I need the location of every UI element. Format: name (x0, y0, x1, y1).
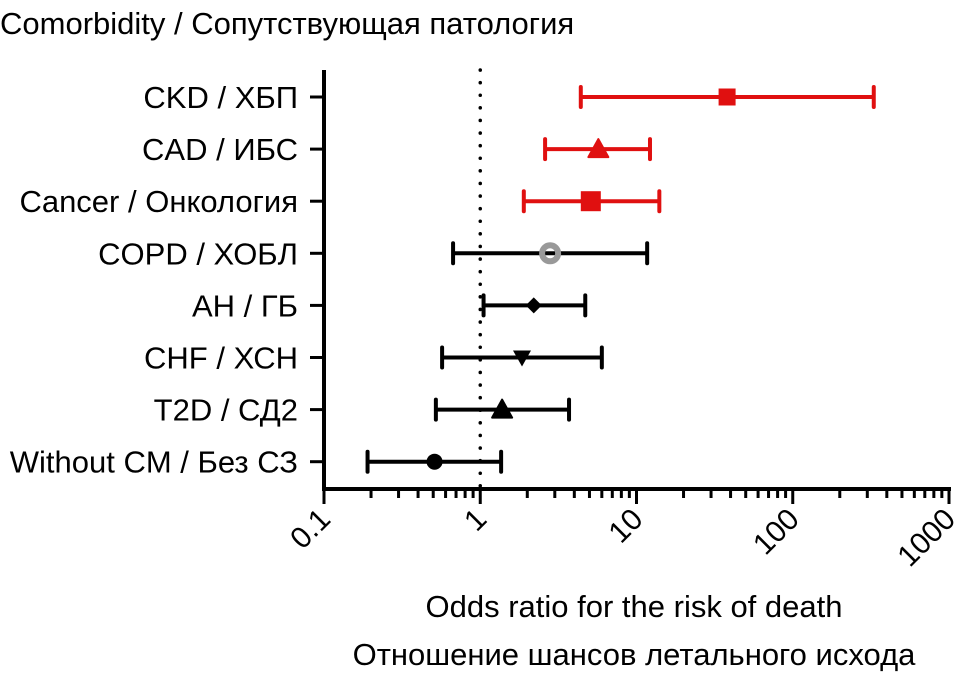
forest-row (451, 241, 650, 266)
square-marker (718, 88, 736, 106)
circle-marker (426, 453, 443, 470)
x-tick-label: 1000 (891, 503, 962, 574)
forest-row (521, 189, 662, 214)
square-marker (580, 191, 601, 212)
x-tick-label: 0.1 (284, 503, 337, 556)
y-category-label: CHF / ХСН (144, 341, 298, 376)
forest-row (365, 449, 504, 474)
x-tick-label: 10 (603, 503, 650, 550)
triangle-down-marker (512, 350, 531, 367)
chart-title: Comorbidity / Сопутствующая патология (0, 6, 574, 41)
x-axis-label-ru: Отношение шансов летального исхода (353, 637, 917, 672)
x-axis-label-en: Odds ratio for the risk of death (426, 589, 843, 624)
forest-row (543, 137, 652, 162)
y-category-label: AH / ГБ (192, 288, 298, 323)
y-category-label: COPD / ХОБЛ (98, 236, 298, 271)
ring-marker (539, 242, 562, 265)
x-tick-label: 1 (458, 503, 493, 538)
diamond-marker (525, 297, 542, 314)
forest-row (481, 293, 588, 318)
y-category-label: CKD / ХБП (143, 80, 298, 115)
y-category-label: T2D / СД2 (154, 393, 298, 428)
triangle-up-marker (587, 138, 610, 159)
triangle-up-marker (491, 398, 514, 419)
y-category-label: CAD / ИБС (142, 132, 298, 167)
forest-row (578, 85, 876, 109)
y-category-label: Cancer / Онкология (19, 184, 298, 219)
forest-row (433, 397, 572, 422)
forest-row (440, 345, 604, 370)
y-category-label: Without CM / Без СЗ (10, 445, 298, 480)
x-tick-label: 100 (747, 503, 806, 562)
